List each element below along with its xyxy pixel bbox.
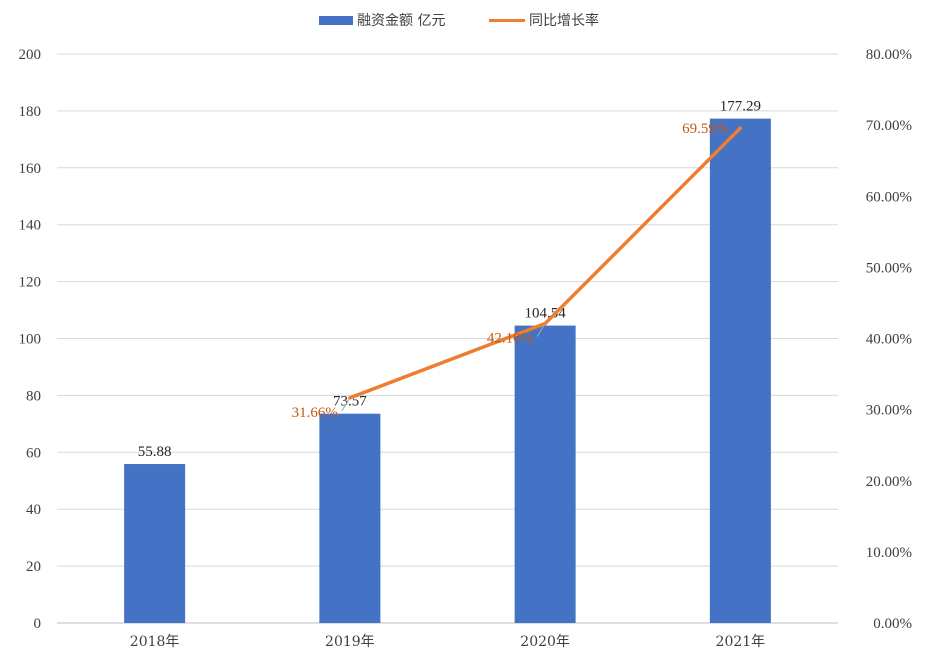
bar-series	[124, 118, 771, 623]
left-tick-label: 0	[34, 616, 42, 632]
line-data-labels: 31.66% 42.10% 69.59%	[292, 121, 729, 421]
bar-data-labels: 55.88 73.57 104.54 177.29	[138, 99, 761, 460]
right-tick-label: 40.00%	[866, 332, 912, 348]
x-tick-label: 2019年	[325, 634, 375, 650]
line-value-label: 42.10%	[487, 331, 533, 347]
right-tick-label: 30.00%	[866, 403, 912, 419]
legend-label-line: 同比增长率	[529, 12, 599, 29]
left-tick-label: 20	[26, 559, 41, 575]
right-tick-label: 10.00%	[866, 545, 912, 561]
left-tick-label: 60	[26, 445, 41, 461]
left-tick-label: 80	[26, 388, 41, 404]
right-tick-label: 70.00%	[866, 118, 912, 134]
bar	[514, 325, 576, 623]
label-leader-line	[536, 323, 546, 337]
right-tick-label: 80.00%	[866, 47, 912, 63]
left-tick-label: 40	[26, 502, 41, 518]
right-tick-label: 20.00%	[866, 474, 912, 490]
left-tick-label: 160	[19, 161, 42, 177]
left-tick-label: 180	[19, 104, 42, 120]
line-value-label: 31.66%	[292, 405, 338, 421]
left-tick-label: 200	[19, 47, 42, 63]
bar-value-label: 104.54	[525, 306, 567, 322]
right-tick-label: 60.00%	[866, 189, 912, 205]
left-tick-label: 100	[19, 332, 42, 348]
right-tick-label: 50.00%	[866, 260, 912, 276]
bar-value-label: 73.57	[333, 394, 367, 410]
bar	[124, 464, 186, 623]
x-tick-label: 2020年	[520, 634, 570, 650]
bar	[319, 413, 381, 623]
line-value-label: 69.59%	[682, 121, 728, 137]
x-tick-label: 2018年	[130, 634, 180, 650]
x-tick-label: 2021年	[716, 634, 766, 650]
legend-swatch-bar	[319, 16, 353, 25]
x-axis-ticks: 2018年 2019年 2020年 2021年	[130, 634, 765, 650]
left-axis-ticks: 0 20 40 60 80 100 120 140 160 180 200	[19, 47, 42, 632]
bar-value-label: 177.29	[720, 99, 761, 115]
legend: 融资金额 亿元 同比增长率	[319, 12, 599, 29]
left-tick-label: 140	[19, 218, 42, 234]
legend-label-bar: 融资金额 亿元	[357, 13, 445, 29]
left-tick-label: 120	[19, 275, 42, 291]
label-leader-line	[341, 397, 351, 412]
right-tick-label: 0.00%	[873, 616, 912, 632]
bar	[709, 118, 771, 623]
bar-value-label: 55.88	[138, 444, 172, 460]
gridlines	[57, 53, 838, 624]
right-axis-ticks: 0.00% 10.00% 20.00% 30.00% 40.00% 50.00% 60.00…	[866, 47, 912, 632]
